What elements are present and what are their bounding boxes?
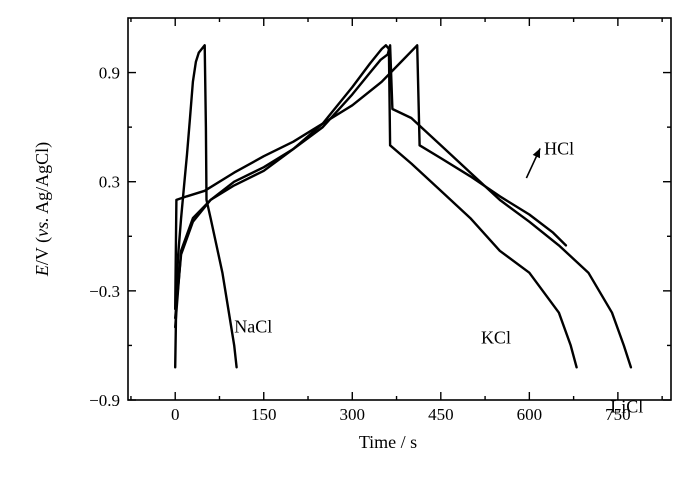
y-axis-label: E/V (vs. Ag/AgCl) [32, 142, 53, 277]
label-nacl: NaCl [234, 317, 272, 337]
x-tick-label: 600 [517, 405, 543, 424]
y-tick-label: 0.3 [99, 173, 120, 192]
series-nacl-line [174, 44, 238, 369]
y-tick-label: −0.9 [89, 391, 120, 410]
x-axis-label: Time / s [359, 432, 417, 452]
plot-frame [127, 17, 672, 401]
y-tick-label: −0.3 [89, 282, 120, 301]
series-kcl-line [174, 44, 578, 369]
hcl-arrow-head [532, 148, 541, 159]
tick-labels: 0 150 300 450 600 750 −0.9 −0.3 0.3 0.9 [89, 64, 630, 424]
label-licl: LiCl [610, 397, 643, 417]
y-tick-label: 0.9 [99, 64, 120, 83]
y-axis-label-unit: /V ( [32, 237, 53, 265]
x-tick-label: 150 [251, 405, 277, 424]
x-tick-label: 450 [428, 405, 454, 424]
label-kcl: KCl [481, 328, 511, 348]
x-tick-label: 0 [171, 405, 180, 424]
series-hcl-line [174, 44, 568, 311]
series-licl-line [174, 44, 633, 369]
y-axis-label-symbol: E [32, 265, 52, 277]
tick-marks [128, 18, 671, 401]
y-axis-label-vs: vs. [32, 217, 52, 237]
series-curves [174, 44, 633, 369]
x-tick-label: 750 [605, 405, 631, 424]
series-annotations: NaCl KCl LiCl HCl [234, 138, 643, 416]
label-hcl: HCl [544, 138, 574, 158]
y-axis-label-reference: Ag/AgCl) [32, 142, 53, 218]
x-tick-label: 300 [340, 405, 366, 424]
